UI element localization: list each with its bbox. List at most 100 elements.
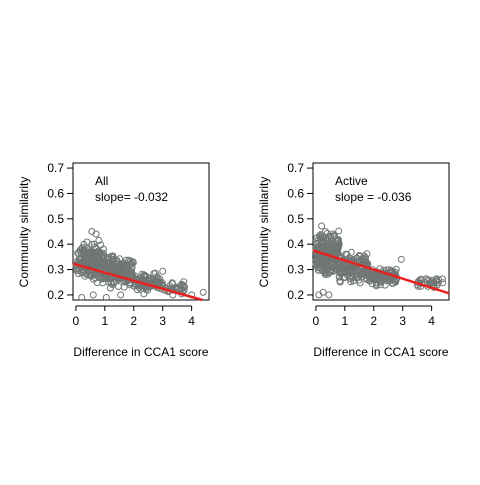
x-tick-label: 4 xyxy=(428,314,435,328)
data-point xyxy=(74,249,82,257)
data-point xyxy=(336,277,344,285)
data-point xyxy=(439,279,447,287)
panel-active: 0.2 0.3 0.4 0.5 0.6 0.7 0 1 2 3 4 Active slope = … xyxy=(257,161,450,359)
data-point xyxy=(322,260,330,268)
data-point xyxy=(360,267,367,275)
data-point xyxy=(322,239,330,247)
data-point xyxy=(145,275,153,283)
data-point xyxy=(321,245,329,253)
y-tick-label: 0.5 xyxy=(47,212,64,226)
data-point xyxy=(369,273,377,281)
x-tick-label: 1 xyxy=(341,314,348,328)
x-tick-label: 4 xyxy=(188,314,195,328)
data-point xyxy=(120,263,128,271)
panel-all: 0.2 0.3 0.4 0.5 0.6 0.7 0 1 2 3 4 All slope= -0.0… xyxy=(17,161,210,359)
x-tick-label: 3 xyxy=(399,314,406,328)
data-point xyxy=(392,278,399,286)
data-point xyxy=(78,269,86,277)
data-point xyxy=(83,238,91,246)
data-point xyxy=(319,288,327,296)
data-point xyxy=(88,255,96,263)
data-point xyxy=(336,269,343,277)
data-point xyxy=(349,277,357,285)
y-tick-label: 0.4 xyxy=(47,237,64,251)
data-point xyxy=(327,266,335,274)
data-point xyxy=(144,286,152,294)
data-point xyxy=(434,279,442,286)
x-axis: 0 1 2 3 4 xyxy=(313,305,435,328)
data-point xyxy=(78,244,86,252)
points-layer xyxy=(72,228,207,301)
data-point xyxy=(317,254,324,262)
data-point xyxy=(117,291,125,299)
data-point xyxy=(100,249,107,257)
y-tick-label: 0.5 xyxy=(287,212,304,226)
data-point xyxy=(335,239,343,247)
x-axis: 0 1 2 3 4 xyxy=(73,305,195,328)
plot-frame xyxy=(72,162,210,301)
data-point xyxy=(347,275,355,283)
data-point xyxy=(199,288,207,296)
data-point xyxy=(377,277,385,285)
data-point xyxy=(93,279,101,287)
x-tick-label: 1 xyxy=(101,314,108,328)
fit-line xyxy=(312,249,450,295)
y-tick-label: 0.3 xyxy=(47,263,64,277)
data-point xyxy=(352,254,360,262)
data-point xyxy=(97,241,105,249)
data-point xyxy=(153,278,161,286)
data-point xyxy=(131,272,139,280)
y-tick-label: 0.6 xyxy=(287,186,304,200)
data-point xyxy=(159,267,167,275)
x-tick-label: 2 xyxy=(370,314,377,328)
y-tick-label: 0.2 xyxy=(47,288,64,302)
data-point xyxy=(377,273,385,281)
data-point xyxy=(102,294,110,301)
data-point xyxy=(89,291,97,299)
y-axis: 0.2 0.3 0.4 0.5 0.6 0.7 xyxy=(287,161,313,302)
data-point xyxy=(337,267,345,275)
data-point xyxy=(366,273,374,281)
panel-label: All xyxy=(95,174,108,188)
data-point xyxy=(416,276,424,284)
data-point xyxy=(397,255,405,263)
points-layer xyxy=(312,222,447,299)
data-point xyxy=(438,275,446,283)
x-axis-label: Difference in CCA1 score xyxy=(313,345,448,359)
data-point xyxy=(335,227,343,235)
data-point xyxy=(430,279,438,287)
y-tick-label: 0.7 xyxy=(47,161,64,175)
data-point xyxy=(325,291,333,299)
x-tick-label: 0 xyxy=(313,314,320,328)
data-point xyxy=(78,294,86,301)
panel-label: Active xyxy=(335,174,368,188)
data-point xyxy=(88,251,96,259)
data-point xyxy=(329,246,337,254)
y-tick-label: 0.7 xyxy=(287,161,304,175)
data-point xyxy=(108,265,116,273)
data-point xyxy=(107,278,115,286)
data-point xyxy=(355,273,362,281)
data-point xyxy=(331,232,338,240)
data-point xyxy=(334,236,342,244)
x-tick-label: 3 xyxy=(159,314,166,328)
data-point xyxy=(95,236,103,244)
data-point xyxy=(108,261,116,269)
y-tick-label: 0.4 xyxy=(287,237,304,251)
data-point xyxy=(313,255,321,263)
data-point xyxy=(116,264,124,272)
data-point xyxy=(348,263,356,271)
x-tick-label: 2 xyxy=(130,314,137,328)
slope-text: slope = -0.036 xyxy=(335,190,412,204)
data-point xyxy=(323,265,331,273)
data-point xyxy=(318,222,326,230)
data-point xyxy=(314,266,322,274)
fit-line xyxy=(72,262,203,302)
data-point xyxy=(153,277,161,285)
data-point xyxy=(180,282,187,290)
data-point xyxy=(327,234,335,242)
data-point xyxy=(137,285,145,293)
data-point xyxy=(343,251,351,259)
